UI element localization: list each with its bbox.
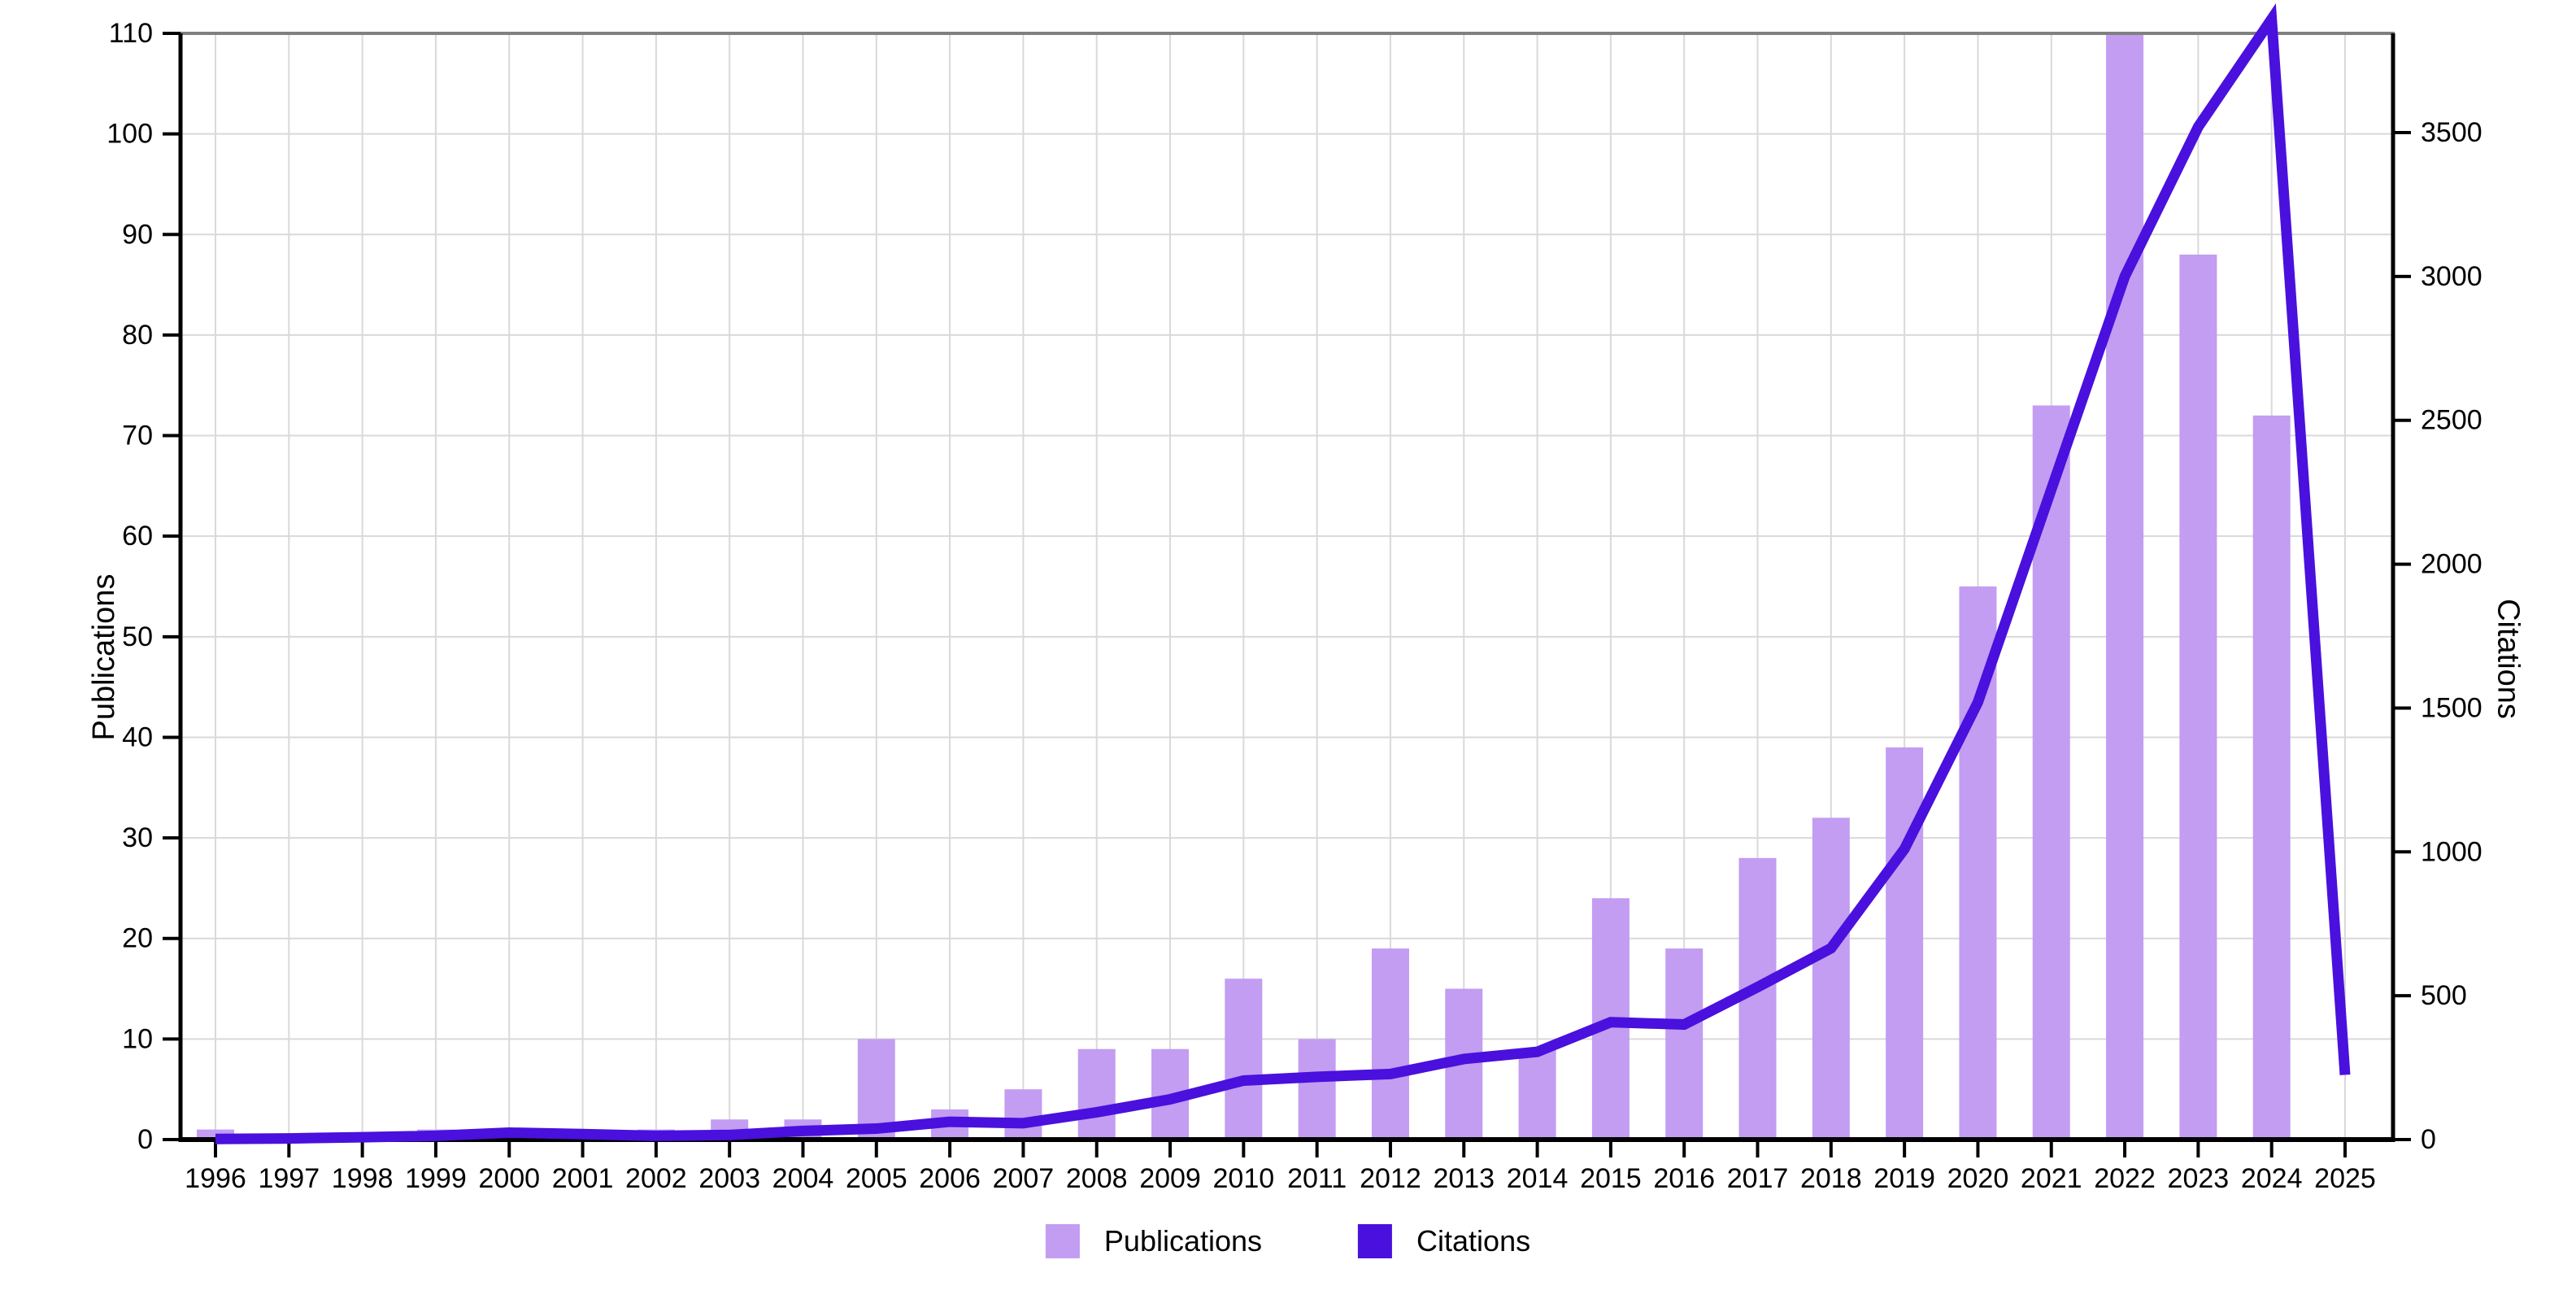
legend-label-citations: Citations [1416,1224,1531,1258]
plot-frame [178,32,2395,1142]
citations-line [215,3,2351,1144]
x-tick-label-2002: 2002 [625,1163,687,1194]
left-tick-label: 10 [122,1023,153,1054]
left-tick-label: 110 [109,18,153,49]
right-tick-label: 1500 [2421,692,2482,723]
x-tick-label-2012: 2012 [1360,1163,1421,1194]
left-tick-label: 90 [122,219,153,250]
x-tick-label-2001: 2001 [552,1163,614,1194]
x-tick-label-2013: 2013 [1433,1163,1495,1194]
left-tick-label: 50 [122,621,153,652]
x-tick-label-2020: 2020 [1947,1163,2009,1194]
legend-item-citations: Citations [1358,1224,1530,1258]
left-tick-label: 30 [122,822,153,853]
left-tick-label: 40 [122,721,153,752]
x-tick-label-2014: 2014 [1507,1163,1569,1194]
left-tick-label: 70 [122,421,153,451]
x-tick-label-2010: 2010 [1213,1163,1275,1194]
bar-2022 [2106,33,2144,1140]
x-tick-label-2017: 2017 [1727,1163,1789,1194]
x-tick-label-2015: 2015 [1580,1163,1642,1194]
bar-2023 [2179,255,2217,1140]
left-tick-label: 100 [107,119,153,150]
bar-2014 [1518,1048,1556,1140]
bar-2024 [2252,415,2291,1140]
x-tick-label-1999: 1999 [405,1163,467,1194]
x-tick-label-2000: 2000 [478,1163,540,1194]
legend-label-publications: Publications [1103,1224,1263,1258]
publications-swatch-icon [1045,1224,1080,1258]
left-axis-title: Publications [86,573,121,741]
bar-2007 [1004,1089,1042,1140]
x-tick-label-2018: 2018 [1800,1163,1862,1194]
bar-2008 [1077,1048,1116,1140]
right-axis-ticks: 0 500 1000 1500 2000 2500 3000 3500 [2393,117,2482,1155]
x-tick-label-2022: 2022 [2094,1163,2156,1194]
left-tick-label: 80 [122,320,153,351]
x-tick-label-2009: 2009 [1139,1163,1201,1194]
right-tick-label: 3500 [2421,117,2482,148]
citations-swatch-icon [1358,1224,1393,1258]
x-tick-label-2006: 2006 [919,1163,981,1194]
x-tick-label-2016: 2016 [1653,1163,1715,1194]
right-tick-label: 1000 [2421,836,2482,867]
left-tick-label: 60 [122,521,153,551]
bar-2016 [1665,948,1704,1140]
x-tick-label-2003: 2003 [698,1163,760,1194]
legend-item-publications: Publications [1045,1224,1263,1258]
bar-2011 [1298,1039,1336,1140]
right-tick-label: 3000 [2421,261,2482,292]
x-tick-label-2021: 2021 [2021,1163,2082,1194]
bar-2010 [1225,979,1263,1140]
bar-2019 [1886,747,1924,1140]
right-tick-label: 2000 [2421,549,2482,580]
x-tick-label-1996: 1996 [185,1163,246,1194]
x-tick-label-2019: 2019 [1873,1163,1935,1194]
x-tick-label-2023: 2023 [2168,1163,2230,1194]
x-tick-label-1998: 1998 [332,1163,394,1194]
left-axis-ticks: 0 10 20 30 40 50 60 70 80 90 100 110 [107,18,181,1155]
legend: Publications Citations [1045,1224,1530,1258]
left-tick-label: 0 [137,1124,153,1155]
x-tick-label-2011: 2011 [1287,1163,1347,1194]
bar-2018 [1812,817,1850,1140]
left-tick-label: 20 [122,923,153,954]
x-tick-label-2025: 2025 [2314,1163,2376,1194]
x-axis-ticks: 1996 1997 1998 1999 2000 2001 2002 2003 2004 2005… [185,1140,2376,1194]
x-tick-label-2005: 2005 [846,1163,907,1194]
right-axis-title: Citations [2491,599,2526,719]
x-tick-label-2008: 2008 [1066,1163,1128,1194]
publications-bars [197,33,2291,1140]
x-tick-label-2024: 2024 [2241,1163,2303,1194]
right-tick-label: 500 [2421,980,2467,1011]
right-tick-label: 2500 [2421,405,2482,436]
right-tick-label: 0 [2421,1124,2436,1155]
x-tick-label-1997: 1997 [258,1163,320,1194]
x-tick-label-2007: 2007 [993,1163,1055,1194]
x-tick-label-2004: 2004 [772,1163,834,1194]
bar-2012 [1371,948,1409,1140]
